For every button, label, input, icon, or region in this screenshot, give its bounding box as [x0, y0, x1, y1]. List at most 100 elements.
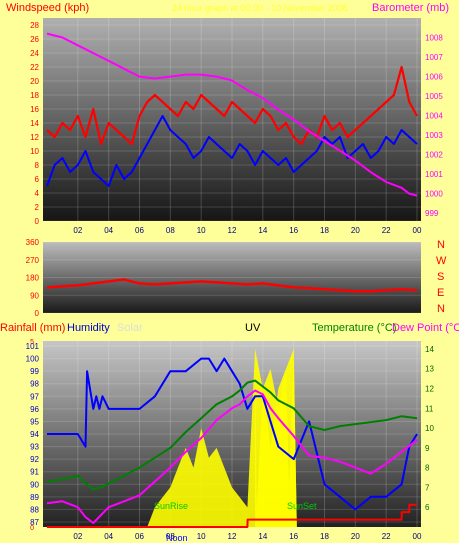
temperature-axis-tick-label: 7 — [425, 483, 430, 492]
wind-x-tick-label: 16 — [289, 226, 298, 235]
humidity-axis-tick-label: 90 — [30, 480, 39, 489]
rain-axis-tick-label: 5 — [30, 339, 34, 346]
dewpoint-line — [46, 389, 418, 524]
wind-x-tick-label: 06 — [135, 226, 144, 235]
humidity-axis-tick-label: 96 — [30, 405, 39, 414]
wind-axis-tick-label: 22 — [30, 63, 39, 72]
compass-e: E — [437, 287, 444, 299]
direction-axis-tick-label: 90 — [30, 291, 39, 300]
temp-x-tick-label: 04 — [104, 532, 113, 541]
temperature-axis-ticks: 6 7 8 9 10 11 12 13 14 — [425, 345, 434, 512]
temp-x-tick-label: 08 — [166, 532, 175, 541]
temp-x-tick-label: 18 — [320, 532, 329, 541]
wind-direction-line — [46, 278, 418, 293]
humidity-axis-tick-label: 95 — [30, 417, 39, 426]
compass-w: W — [436, 255, 447, 267]
wind-axis-tick-label: 16 — [30, 105, 39, 114]
wind-axis-tick-label: 24 — [30, 49, 39, 58]
rain-line — [47, 503, 417, 528]
barometer-axis-ticks: 999 1000 1001 1002 1003 1004 1005 1006 1007 1008 — [425, 34, 443, 219]
rainfall-legend: Rainfall (mm) — [0, 322, 65, 334]
wind-axis-tick-label: 8 — [35, 161, 40, 170]
wind-axis-tick-label: 18 — [30, 91, 39, 100]
temp-x-ticks: 02 04 06 08 10 12 14 16 18 20 22 00 — [73, 532, 422, 541]
rain-axis-ticks: 05 — [30, 339, 34, 532]
barometer-axis-tick-label: 1001 — [425, 170, 443, 179]
compass-n-top: N — [437, 239, 445, 251]
temperature-axis-tick-label: 8 — [425, 464, 430, 473]
wind-avg-line — [46, 115, 418, 187]
humidity-axis-tick-label: 88 — [30, 505, 39, 514]
windspeed-axis-title: Windspeed (kph) — [6, 2, 89, 14]
humidity-axis-tick-label: 94 — [30, 430, 39, 439]
temp-x-tick-label: 00 — [413, 532, 422, 541]
wind-x-tick-label: 10 — [197, 226, 206, 235]
humidity-axis-tick-label: 99 — [30, 367, 39, 376]
humidity-axis-tick-label: 100 — [26, 355, 40, 364]
uv-legend: UV — [245, 322, 261, 334]
barometer-axis-tick-label: 1008 — [425, 34, 443, 43]
solar-legend: Solar — [117, 322, 143, 334]
humidity-axis-tick-label: 93 — [30, 443, 39, 452]
sunrise-label: SunRise — [154, 501, 188, 511]
wind-x-tick-label: 08 — [166, 226, 175, 235]
compass-letters: N W S E N — [436, 239, 447, 315]
wind-axis-tick-label: 4 — [35, 189, 40, 198]
temperature-axis-tick-label: 9 — [425, 444, 430, 453]
humidity-legend: Humidity — [67, 322, 110, 334]
wind-x-tick-label: 04 — [104, 226, 113, 235]
barometer-axis-tick-label: 1005 — [425, 92, 443, 101]
direction-plot-area — [43, 242, 421, 313]
wind-axis-tick-label: 12 — [30, 133, 39, 142]
barometer-axis-title: Barometer (mb) — [372, 2, 449, 14]
wind-x-tick-label: 22 — [382, 226, 391, 235]
wind-axis-tick-label: 0 — [35, 217, 40, 226]
direction-axis-ticks: 0 90 180 270 360 — [26, 238, 40, 318]
temperature-line — [46, 379, 418, 491]
wind-plot-area — [43, 18, 421, 221]
temp-grid — [43, 341, 421, 527]
dewpoint-legend: Dew Point (°C) — [392, 322, 459, 334]
wind-axis-tick-label: 28 — [30, 21, 39, 30]
wind-axis-tick-label: 2 — [35, 203, 40, 212]
humidity-axis-tick-label: 87 — [30, 518, 39, 527]
temp-x-tick-label: 22 — [382, 532, 391, 541]
wind-x-tick-label: 00 — [413, 226, 422, 235]
direction-axis-tick-label: 360 — [26, 238, 40, 247]
wind-direction-chart: 0 90 180 270 360 N W S E N — [26, 238, 447, 318]
direction-grid — [43, 241, 421, 314]
barometer-axis-tick-label: 999 — [425, 209, 439, 218]
wind-x-tick-label: 18 — [320, 226, 329, 235]
direction-axis-tick-label: 180 — [26, 274, 40, 283]
wind-axis-tick-label: 10 — [30, 147, 39, 156]
humidity-axis-ticks: 87 88 89 90 91 92 93 94 95 96 97 98 99 100 101 — [26, 342, 40, 527]
wind-x-tick-label: 12 — [228, 226, 237, 235]
temp-x-tick-label: 14 — [258, 532, 267, 541]
barometer-axis-tick-label: 1004 — [425, 112, 443, 121]
wind-x-tick-label: 14 — [258, 226, 267, 235]
compass-s: S — [437, 271, 444, 283]
barometer-line — [46, 32, 418, 197]
barometer-axis-tick-label: 1002 — [425, 151, 443, 160]
humidity-line — [47, 357, 418, 511]
temp-x-tick-label: 02 — [73, 532, 82, 541]
temperature-axis-tick-label: 14 — [425, 345, 434, 354]
temp-x-tick-label: 06 — [135, 532, 144, 541]
sunset-label: SunSet — [287, 501, 317, 511]
temp-x-tick-label: 10 — [197, 532, 206, 541]
wind-axis-tick-label: 20 — [30, 77, 39, 86]
wind-x-tick-label: 02 — [73, 226, 82, 235]
wind-axis-tick-label: 6 — [35, 175, 40, 184]
temp-series — [46, 348, 418, 528]
temperature-axis-tick-label: 12 — [425, 384, 434, 393]
direction-series — [46, 278, 418, 293]
direction-axis-tick-label: 0 — [35, 309, 40, 318]
wind-x-ticks: 02 04 06 08 10 12 14 16 18 20 22 00 — [73, 226, 422, 235]
noon-label: Noon — [166, 533, 188, 543]
rain-axis-tick-label: 0 — [30, 525, 34, 532]
